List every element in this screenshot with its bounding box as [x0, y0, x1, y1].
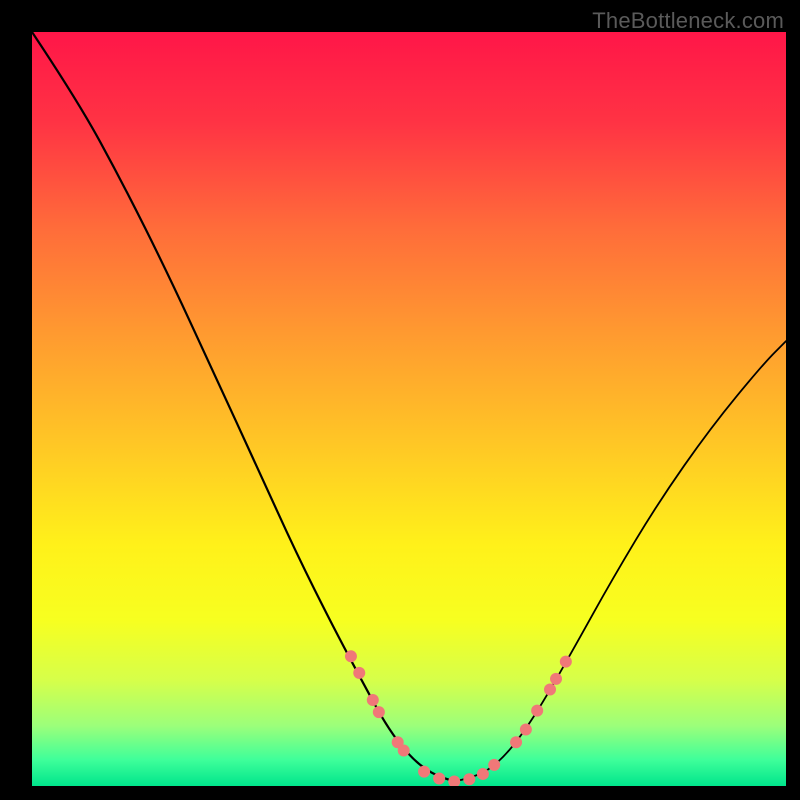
watermark-text: TheBottleneck.com — [592, 8, 784, 34]
chart-canvas — [0, 0, 800, 800]
bottleneck-chart: TheBottleneck.com — [0, 0, 800, 800]
